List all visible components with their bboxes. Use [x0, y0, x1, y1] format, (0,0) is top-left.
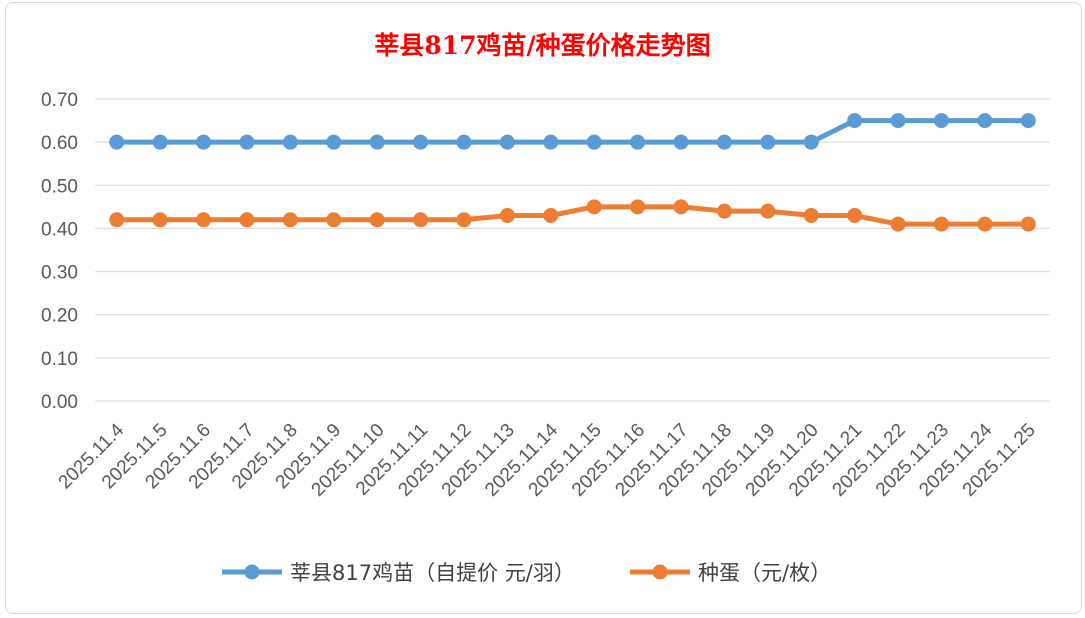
y-tick-label: 0.70	[41, 90, 78, 111]
y-tick-label: 0.60	[41, 133, 78, 154]
data-point	[196, 212, 212, 228]
data-point	[716, 203, 732, 219]
data-point	[413, 212, 429, 228]
data-point	[847, 207, 863, 223]
legend-swatch-marker	[652, 564, 668, 580]
y-tick-label: 0.40	[41, 219, 78, 240]
data-point	[326, 134, 342, 150]
y-tick-label: 0.20	[41, 306, 78, 327]
data-point	[977, 216, 993, 232]
data-point	[630, 199, 646, 215]
data-point	[456, 212, 472, 228]
data-point	[413, 134, 429, 150]
legend-swatch-marker	[244, 564, 260, 580]
series-line-1	[114, 204, 1031, 227]
data-point	[586, 199, 602, 215]
data-point	[543, 134, 559, 150]
data-point	[933, 113, 949, 129]
data-point	[499, 207, 515, 223]
data-point	[847, 113, 863, 129]
data-point	[977, 113, 993, 129]
y-tick-label: 0.10	[41, 349, 78, 370]
data-point	[369, 212, 385, 228]
data-point	[803, 134, 819, 150]
legend-label: 莘县817鸡苗（自提价 元/羽）	[290, 561, 575, 585]
data-point	[760, 203, 776, 219]
data-point	[630, 134, 646, 150]
data-point	[673, 134, 689, 150]
y-tick-label: 0.30	[41, 263, 78, 284]
data-point	[890, 113, 906, 129]
data-point	[543, 207, 559, 223]
data-point	[803, 207, 819, 223]
data-point	[456, 134, 472, 150]
data-point	[586, 134, 602, 150]
data-point	[152, 134, 168, 150]
data-point	[716, 134, 732, 150]
data-point	[1020, 113, 1036, 129]
data-point	[760, 134, 776, 150]
data-point	[109, 134, 125, 150]
y-tick-label: 0.00	[41, 392, 78, 413]
data-point	[499, 134, 515, 150]
legend-label: 种蛋（元/枚）	[698, 561, 831, 585]
data-point	[282, 134, 298, 150]
data-point	[1020, 216, 1036, 232]
data-point	[933, 216, 949, 232]
data-point	[890, 216, 906, 232]
series-line-0	[114, 118, 1031, 145]
data-point	[239, 134, 255, 150]
data-point	[673, 199, 689, 215]
y-axis: 0.00 0.10 0.20 0.30 0.40 0.50 0.60 0.70	[41, 90, 78, 413]
chart-title: 莘县817鸡苗/种蛋价格走势图	[374, 31, 711, 60]
x-axis: 2025.11.42025.11.52025.11.62025.11.72025…	[55, 419, 1040, 500]
legend: 莘县817鸡苗（自提价 元/羽） 种蛋（元/枚）	[222, 561, 831, 585]
data-point	[196, 134, 212, 150]
data-point	[152, 212, 168, 228]
chart-frame	[5, 2, 1082, 614]
series-group	[109, 113, 1036, 232]
y-tick-label: 0.50	[41, 176, 78, 197]
data-point	[109, 212, 125, 228]
data-point	[239, 212, 255, 228]
data-point	[369, 134, 385, 150]
data-point	[282, 212, 298, 228]
data-point	[326, 212, 342, 228]
